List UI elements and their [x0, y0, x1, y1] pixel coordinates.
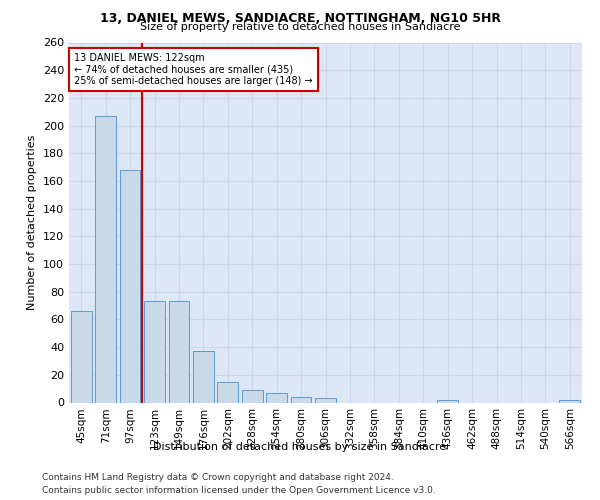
Bar — [315, 398, 336, 402]
Text: Contains HM Land Registry data © Crown copyright and database right 2024.: Contains HM Land Registry data © Crown c… — [42, 472, 394, 482]
Text: Contains public sector information licensed under the Open Government Licence v3: Contains public sector information licen… — [42, 486, 436, 495]
Y-axis label: Number of detached properties: Number of detached properties — [28, 135, 37, 310]
Bar — [144, 302, 165, 402]
Bar — [290, 397, 311, 402]
Bar — [193, 352, 214, 403]
Text: 13 DANIEL MEWS: 122sqm
← 74% of detached houses are smaller (435)
25% of semi-de: 13 DANIEL MEWS: 122sqm ← 74% of detached… — [74, 54, 313, 86]
Bar — [217, 382, 238, 402]
Bar — [266, 393, 287, 402]
Bar — [242, 390, 263, 402]
Text: Size of property relative to detached houses in Sandiacre: Size of property relative to detached ho… — [140, 22, 460, 32]
Text: Distribution of detached houses by size in Sandiacre: Distribution of detached houses by size … — [154, 442, 446, 452]
Bar — [559, 400, 580, 402]
Bar — [71, 311, 92, 402]
Bar — [95, 116, 116, 403]
Bar — [119, 170, 140, 402]
Text: 13, DANIEL MEWS, SANDIACRE, NOTTINGHAM, NG10 5HR: 13, DANIEL MEWS, SANDIACRE, NOTTINGHAM, … — [100, 12, 500, 26]
Bar — [437, 400, 458, 402]
Bar — [169, 302, 190, 402]
